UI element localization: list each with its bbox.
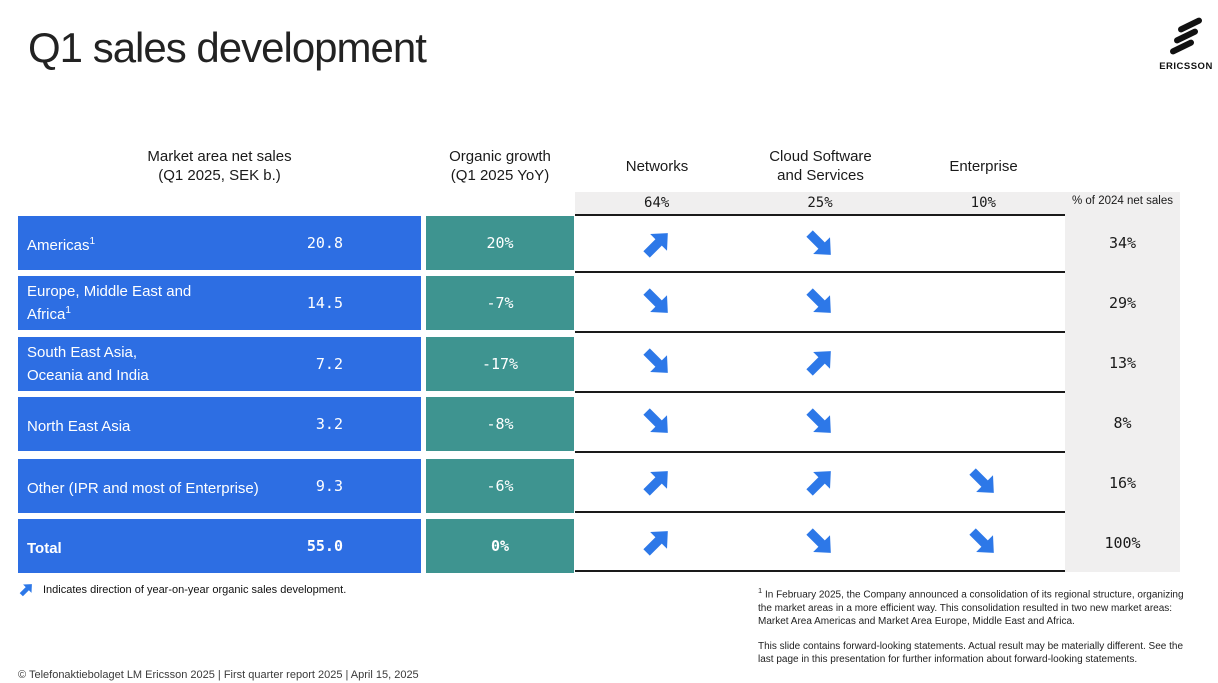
trend-arrow-cloud-icon [803, 405, 837, 439]
ericsson-logo-icon [1158, 14, 1214, 58]
footnote-forward-looking: This slide contains forward-looking stat… [758, 640, 1184, 666]
trend-arrow-networks-icon [640, 525, 674, 559]
organic-growth-cell: -6% [426, 459, 574, 513]
header-networks: Networks [625, 157, 689, 175]
market-area-name: Other (IPR and most of Enterprise) [27, 479, 259, 497]
trend-arrow-cloud-icon [803, 345, 837, 379]
legend-text: Indicates direction of year-on-year orga… [43, 583, 347, 596]
trend-row [575, 393, 1065, 453]
header-organic-growth: Organic growth (Q1 2025 YoY) [449, 148, 551, 184]
trend-arrow-networks-icon [640, 405, 674, 439]
net-sales-value: 7.2 [315, 355, 343, 373]
segment-share-band: 64% 25% 10% [575, 192, 1065, 214]
market-area-cell: Europe, Middle East and Africa1 14.5 [18, 276, 421, 330]
trend-arrow-enterprise-icon [966, 285, 1000, 319]
organic-growth-cell: 20% [426, 216, 574, 270]
trend-row [575, 453, 1065, 513]
header-enterprise: Enterprise [949, 157, 1018, 175]
trend-arrow-networks-icon [640, 345, 674, 379]
share-value-nea: 8% [1113, 414, 1132, 432]
trend-arrow-cloud-icon [803, 465, 837, 499]
header-cloud-software-services: Cloud Software and Services [769, 148, 872, 184]
market-area-cell: Total 55.0 [18, 519, 421, 573]
trend-row [575, 513, 1065, 572]
market-area-name: Total [27, 539, 62, 557]
share-of-2024-column: % of 2024 net sales 34% 29% 13% 8% 16% 1… [1065, 192, 1180, 572]
share-value-total: 100% [1104, 534, 1141, 552]
market-area-name: South East Asia, Oceania and India [27, 344, 149, 384]
trend-arrow-enterprise-icon [966, 465, 1000, 499]
trend-row [575, 214, 1065, 273]
market-area-cell: South East Asia, Oceania and India 7.2 [18, 337, 421, 391]
page-title: Q1 sales development [28, 24, 427, 71]
net-sales-value: 14.5 [306, 294, 343, 312]
enterprise-share: 10% [970, 195, 996, 211]
trend-row [575, 333, 1065, 393]
market-area-name: Europe, Middle East and Africa1 [27, 283, 192, 323]
ericsson-logo: ERICSSON [1158, 14, 1214, 72]
share-value-emea: 29% [1108, 294, 1137, 312]
share-column-label: % of 2024 net sales [1071, 195, 1173, 207]
trend-arrow-enterprise-icon [966, 525, 1000, 559]
organic-growth-cell: -8% [426, 397, 574, 451]
networks-share: 64% [644, 195, 670, 211]
trend-arrow-networks-icon [640, 285, 674, 319]
trend-arrow-enterprise-icon [966, 345, 1000, 379]
trend-arrow-cloud-icon [803, 285, 837, 319]
net-sales-value: 55.0 [306, 537, 343, 555]
ericsson-wordmark: ERICSSON [1159, 61, 1213, 72]
share-value-sea: 13% [1108, 354, 1137, 372]
trend-arrow-enterprise-icon [966, 227, 1000, 261]
footnotes: 1 In February 2025, the Company announce… [758, 584, 1200, 678]
share-value-other: 16% [1108, 474, 1137, 492]
legend-arrow-icon [18, 581, 35, 598]
copyright-line: © Telefonaktiebolaget LM Ericsson 2025 |… [18, 669, 419, 681]
net-sales-value: 3.2 [315, 415, 343, 433]
trend-arrow-cloud-icon [803, 525, 837, 559]
trend-arrow-enterprise-icon [966, 405, 1000, 439]
cloud-share: 25% [807, 195, 833, 211]
legend: Indicates direction of year-on-year orga… [18, 581, 346, 598]
market-area-cell: Other (IPR and most of Enterprise) 9.3 [18, 459, 421, 513]
trend-arrow-networks-icon [640, 227, 674, 261]
net-sales-value: 9.3 [315, 477, 343, 495]
organic-growth-cell: -17% [426, 337, 574, 391]
market-area-cell: Americas1 20.8 [18, 216, 421, 270]
organic-growth-cell: 0% [426, 519, 574, 573]
share-value-americas: 34% [1108, 234, 1137, 252]
net-sales-value: 20.8 [306, 234, 343, 252]
organic-growth-cell: -7% [426, 276, 574, 330]
market-area-name: North East Asia [27, 417, 131, 435]
market-area-cell: North East Asia 3.2 [18, 397, 421, 451]
trend-arrow-networks-icon [640, 465, 674, 499]
trend-row [575, 273, 1065, 333]
trend-arrow-cloud-icon [803, 227, 837, 261]
header-market-area-net-sales: Market area net sales (Q1 2025, SEK b.) [147, 148, 292, 184]
footnote-regional-structure: 1 In February 2025, the Company announce… [758, 586, 1184, 628]
market-area-name: Americas1 [27, 235, 96, 254]
